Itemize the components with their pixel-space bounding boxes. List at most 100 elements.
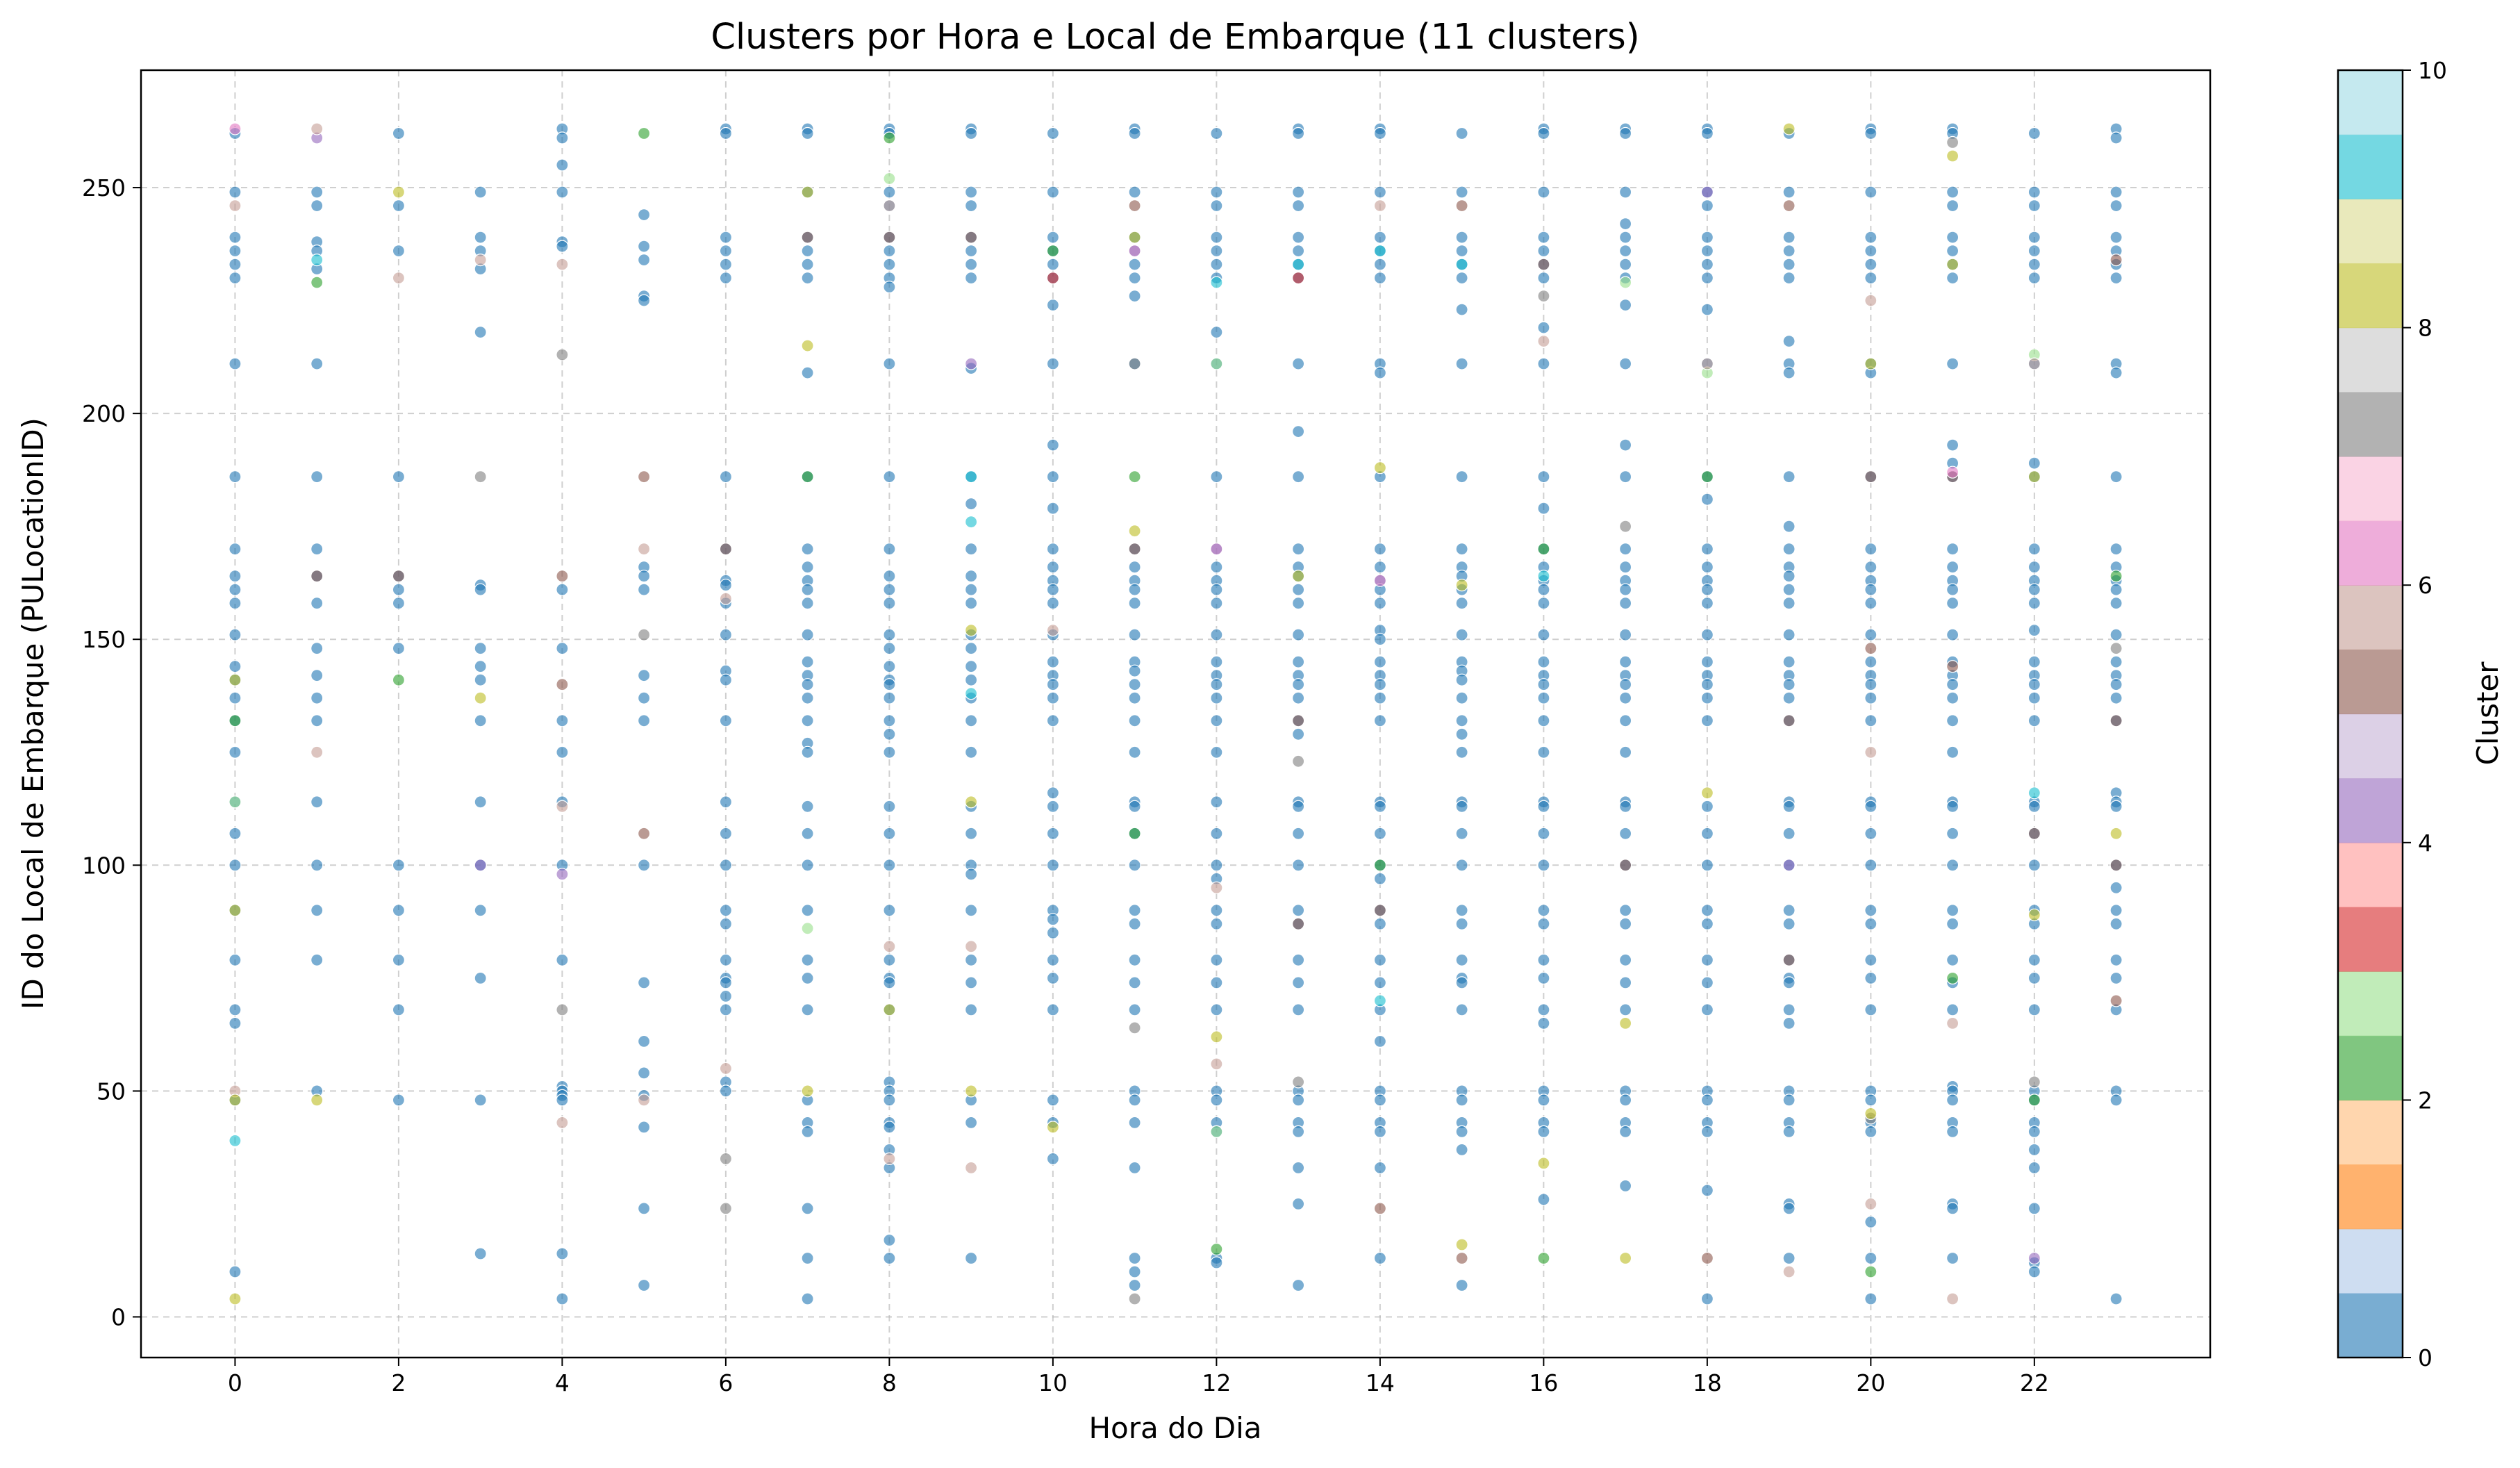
data-point [1619,714,1632,727]
data-point [801,745,814,759]
data-point [229,122,242,135]
data-point [801,583,814,596]
data-point [229,1265,242,1278]
data-point [2109,800,2123,813]
data-point [2028,272,2041,285]
data-point [1128,561,1141,574]
series-cluster-10 [229,122,2123,1305]
data-point [1291,859,1305,872]
data-point [637,859,651,872]
data-point [1619,1179,1632,1193]
data-point [2109,570,2123,583]
data-point [1619,583,1632,596]
data-point [2028,1094,2041,1107]
data-point [2109,185,2123,199]
data-point [1291,917,1305,930]
data-point [229,691,242,704]
data-point [474,660,487,673]
data-point [1782,258,1796,271]
plot-area [141,70,2210,1358]
colorbar-tick-label: 0 [2418,1344,2432,1371]
data-point [2109,597,2123,610]
data-point [1946,691,1959,704]
data-point [1946,827,1959,840]
data-point [392,185,406,199]
data-point [1128,583,1141,596]
data-point [474,904,487,917]
data-point [964,1084,978,1098]
data-point [964,827,978,840]
data-point [964,245,978,258]
data-point [1210,953,1223,966]
series-cluster-5 [310,131,2041,1265]
data-point [1128,953,1141,966]
data-point [883,131,896,145]
data-point [1946,583,1959,596]
data-point [474,470,487,484]
data-point [1537,1125,1550,1139]
colorbar-band [2338,1100,2403,1165]
data-point [1864,1003,1877,1016]
data-point [2109,543,2123,556]
data-point [1291,199,1305,213]
x-tick-label: 12 [1202,1369,1231,1396]
data-point [556,868,569,881]
data-point [1619,827,1632,840]
data-point [1373,994,1387,1007]
data-point [1946,465,1959,479]
data-point [1700,786,1714,800]
data-point [1619,745,1632,759]
data-point [1537,714,1550,727]
data-point [310,1094,324,1107]
data-point [964,185,978,199]
x-tick-label: 0 [228,1369,242,1396]
y-tick-label: 150 [82,626,126,653]
data-point [2028,800,2041,813]
data-point [1291,583,1305,596]
data-point [1046,470,1060,484]
data-point [310,122,324,135]
data-point [1046,655,1060,668]
data-point [1782,1094,1796,1107]
data-point [2109,714,2123,727]
data-point [883,691,896,704]
data-point [1373,543,1387,556]
data-point [1864,583,1877,596]
data-point [1700,561,1714,574]
data-point [1537,185,1550,199]
data-point [1537,258,1550,271]
data-point [1537,583,1550,596]
data-point [637,254,651,267]
data-point [1455,800,1468,813]
data-point [1946,543,1959,556]
data-point [1946,800,1959,813]
colorbar-frame [2337,69,2404,1359]
data-point [2109,881,2123,894]
data-point [1210,795,1223,809]
data-point [1291,185,1305,199]
data-point [1210,1003,1223,1016]
data-point [719,859,733,872]
data-point [229,1292,242,1305]
data-point [637,691,651,704]
data-point [1291,357,1305,370]
data-point [1291,1094,1305,1107]
data-point [883,597,896,610]
data-point [1210,199,1223,213]
data-point [2109,583,2123,596]
data-point [883,642,896,655]
data-point [392,597,406,610]
data-point [1291,691,1305,704]
data-point [1537,953,1550,966]
data-point [474,231,487,244]
data-point [474,326,487,339]
data-point [964,126,978,140]
data-point [2109,1094,2123,1107]
data-point [883,827,896,840]
data-point [229,628,242,641]
data-point [1046,624,1060,637]
data-point [2109,131,2123,145]
data-point [801,1202,814,1215]
data-point [229,827,242,840]
data-point [719,1062,733,1075]
